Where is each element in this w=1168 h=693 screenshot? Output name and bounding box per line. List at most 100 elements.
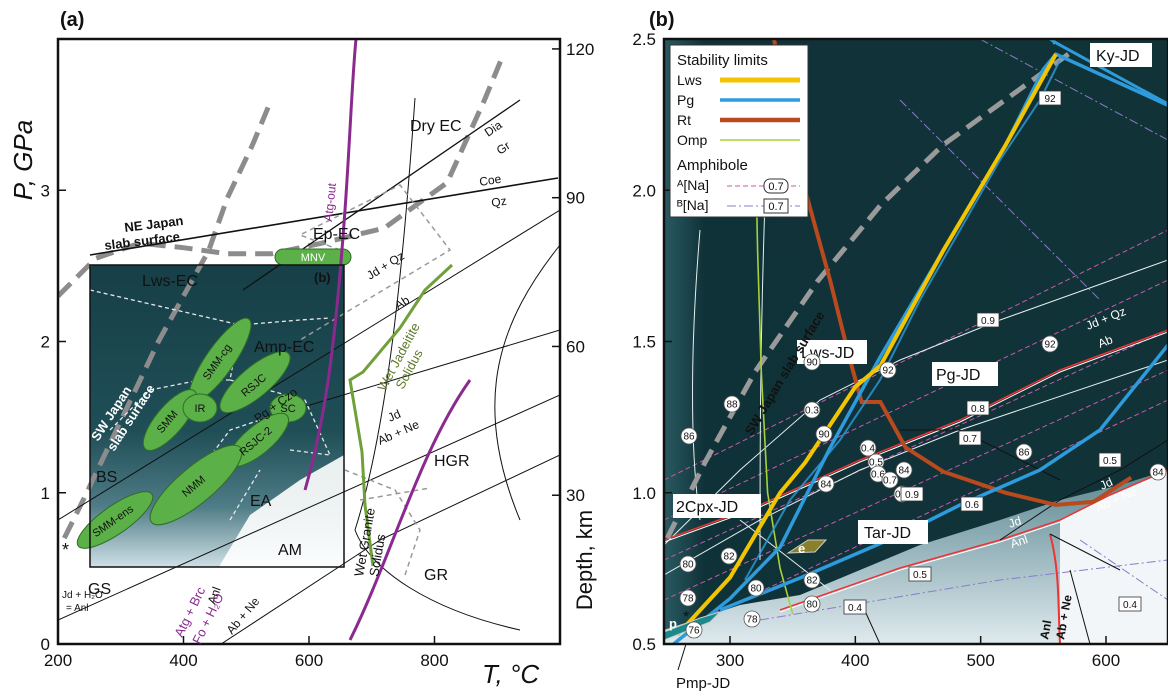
black-boundaries <box>859 429 1168 644</box>
boxed-label: 0.8 <box>966 400 990 416</box>
svg-text:92: 92 <box>882 366 894 377</box>
amp-boundary <box>259 329 560 421</box>
svg-text:0.4: 0.4 <box>1123 600 1137 611</box>
circled-label: 0.4 <box>859 439 877 457</box>
reaction-abne: Ab + Ne <box>376 417 422 448</box>
a-xtick-label-200: 200 <box>44 651 72 670</box>
svg-text:92: 92 <box>1044 94 1056 105</box>
panel-b-low-grade-region <box>664 470 1168 644</box>
pmp-jd-pointer <box>677 643 687 671</box>
jdqz-ab-line <box>58 209 560 521</box>
rock-smm-ens <box>76 491 154 549</box>
atg-out-curve <box>348 379 472 641</box>
legend-b-na-sample: 0.7 <box>768 201 783 213</box>
wet-jadeitite-solidus <box>348 263 454 567</box>
legend: Stability limits Lws Pg Rt Omp Amphibole ᴬ[… <box>669 44 809 218</box>
svg-text:84: 84 <box>1152 468 1164 479</box>
reaction-ab: Ab <box>392 293 412 313</box>
jd-abne-boundary <box>779 469 1168 611</box>
a-y2tick-label-90: 90 <box>566 189 585 208</box>
coe-qz-line <box>89 177 559 256</box>
a-xtick-label-800: 800 <box>420 651 448 670</box>
a-y2tick-label-60: 60 <box>566 337 585 356</box>
boxed-label: 0.4 <box>843 599 867 615</box>
svg-text:78: 78 <box>746 615 758 626</box>
b-xtick-label-400: 400 <box>841 651 869 670</box>
b-ytick-label-1: 1.0 <box>632 484 656 503</box>
circled-label: 80 <box>679 555 697 573</box>
panel-a-label: (a) <box>60 9 84 31</box>
svg-text:86: 86 <box>1018 448 1030 459</box>
legend-b-na: ᴮ[Na] <box>677 197 708 213</box>
b-ytick-label-0.5: 0.5 <box>632 635 656 654</box>
legend-item-rt: Rt <box>677 112 691 128</box>
circled-label: 84 <box>817 475 835 493</box>
svg-text:0.9: 0.9 <box>981 316 995 327</box>
legend-a-na-sample: 0.7 <box>768 181 783 193</box>
b-xtick-label-300: 300 <box>716 651 744 670</box>
a-xtick-label-600: 600 <box>295 651 323 670</box>
pg-lower-branch <box>719 343 1168 612</box>
panel-a-xlabel: T, °C <box>482 659 539 689</box>
b-reaction-ab: Ab <box>1096 332 1115 351</box>
b-reaction-anl-v: Anl <box>1037 619 1054 640</box>
anl-line <box>220 454 560 644</box>
svg-text:90: 90 <box>818 430 830 441</box>
legend-item-lws: Lws <box>677 72 702 88</box>
legend-a-na-box <box>763 178 789 194</box>
circled-label: 82 <box>803 571 821 589</box>
circled-label: 84 <box>1149 463 1167 481</box>
ne-japan-label: NE Japan <box>124 213 185 235</box>
panel-a-ylabel: P, GPa <box>8 120 38 200</box>
inset-b-label: (b) <box>314 270 331 285</box>
boxed-label: 0.9 <box>900 486 924 502</box>
e-polygon <box>786 539 828 554</box>
panel-b-label: (b) <box>649 9 675 31</box>
legend-a-na: ᴬ[Na] <box>676 177 709 193</box>
svg-text:88: 88 <box>726 400 738 411</box>
field-tar-jd: Tar-JD <box>864 525 911 542</box>
boxed-label: 92 <box>1038 90 1062 106</box>
boxed-label: 0.7 <box>958 430 982 446</box>
pg-jd-box <box>932 362 998 386</box>
svg-text:0.5: 0.5 <box>1103 456 1117 467</box>
svg-text:0.4: 0.4 <box>861 444 875 455</box>
legend-title: Stability limits <box>677 52 768 69</box>
circled-label: 80 <box>747 579 765 597</box>
b-reaction-jd2: Jd <box>1007 514 1023 531</box>
legend-subtitle: Amphibole <box>677 157 748 174</box>
facies-gr: GR <box>424 567 448 584</box>
ky-jd-box <box>1090 43 1152 67</box>
panel-b-x-ticks: 300 400 500 600 <box>716 636 1120 670</box>
facies-bs: BS <box>96 469 117 486</box>
svg-text:86: 86 <box>683 432 695 443</box>
svg-text:0.4: 0.4 <box>848 603 862 614</box>
facies-dash-3 <box>359 487 431 501</box>
circled-label: 80 <box>803 595 821 613</box>
legend-item-omp: Omp <box>677 132 708 148</box>
svg-text:82: 82 <box>806 576 818 587</box>
rt-limit-line <box>771 39 1133 507</box>
jd-abne-white <box>779 471 1168 613</box>
star-marker: * <box>62 540 69 560</box>
svg-text:0.8: 0.8 <box>971 404 985 415</box>
circled-contour-labels: 92 92 90 90 88 86 86 84 84 84 82 82 80 80 80 78 78 76 0.3 0… <box>679 335 1167 639</box>
panel-a-y2-ticks: 30 60 90 120 <box>552 40 594 505</box>
boxed-label: 0.4 <box>1118 596 1142 612</box>
facies-dash-1 <box>298 184 452 341</box>
jd-abne-line <box>58 394 560 621</box>
a-xtick-label-400: 400 <box>169 651 197 670</box>
reaction-gr: Gr <box>494 138 513 157</box>
panel-a-y-ticks: 0 1 2 3 <box>41 181 66 654</box>
inset-frame <box>89 264 345 568</box>
circled-label: 88 <box>723 395 741 413</box>
boxed-label: 0.6 <box>960 496 984 512</box>
rock-nmm <box>149 444 243 526</box>
svg-text:84: 84 <box>898 466 910 477</box>
svg-text:0.6: 0.6 <box>871 470 885 481</box>
field-pg-jd: Pg-JD <box>936 367 980 384</box>
inset-white-corner <box>220 455 344 567</box>
a-ytick-label-2: 2 <box>41 333 50 352</box>
circled-label: 86 <box>1015 443 1033 461</box>
label-wet-granite-solidus: Solidus <box>366 532 388 577</box>
